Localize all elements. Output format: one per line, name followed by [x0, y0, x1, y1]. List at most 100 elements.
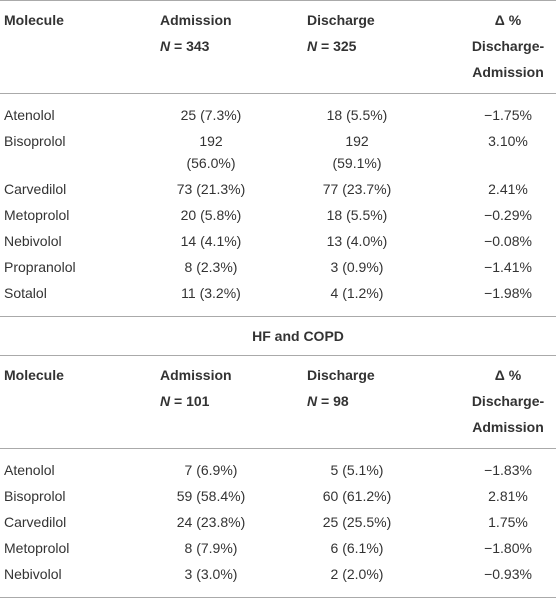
n-text: = 343	[174, 38, 210, 54]
table-cell: 1.75%	[488, 514, 528, 530]
n-symbol: N	[307, 38, 318, 54]
header-cell: Δ % Discharge- Admission	[440, 7, 556, 85]
table-cell: Bisoprolol	[4, 488, 66, 504]
table-body: Atenolol 7 (6.9%) 5 (5.1%) −1.83% Bisoprolol…	[0, 449, 556, 598]
table-cell: 18 (5.5%)	[326, 107, 388, 123]
table-cell: −0.93%	[484, 566, 532, 582]
table-cell: Nebivolol	[4, 566, 62, 582]
table-cell: 7 (6.9%)	[184, 462, 238, 478]
table-cell: 18 (5.5%)	[326, 207, 388, 223]
table-row: Nebivolol 3 (3.0%) 2 (2.0%) −0.93%	[0, 561, 556, 587]
table-cell: 3.10%	[488, 133, 528, 149]
header-row: Molecule Admission N = 343 Discharge N = 325…	[0, 0, 556, 94]
table-cell: 6 (6.1%)	[330, 540, 384, 556]
header-text: Δ %	[494, 12, 522, 28]
table-cell: 77 (23.7%)	[322, 181, 392, 197]
table-cell: 2.41%	[488, 181, 528, 197]
table-cell: 192 (59.1%)	[274, 130, 440, 174]
table-row: Metoprolol 20 (5.8%) 18 (5.5%) −0.29%	[0, 202, 556, 228]
table-cell: −0.29%	[484, 207, 532, 223]
table-body: Atenolol 25 (7.3%) 18 (5.5%) −1.75% Bisoprol…	[0, 94, 556, 317]
header-text: Molecule	[4, 12, 64, 28]
table-cell: 192 (56.0%)	[148, 130, 274, 174]
table-row: Carvedilol 73 (21.3%) 77 (23.7%) 2.41%	[0, 176, 556, 202]
table-cell: 60 (61.2%)	[322, 488, 392, 504]
table-cell: −1.80%	[484, 540, 532, 556]
header-cell: Δ % Discharge- Admission	[440, 362, 556, 440]
header-row: Molecule Admission N = 101 Discharge N = 98 Δ…	[0, 356, 556, 449]
section-title: HF and COPD	[0, 317, 556, 356]
table-cell: −1.98%	[484, 285, 532, 301]
table-cell: 8 (7.9%)	[184, 540, 238, 556]
header-text: Discharge	[307, 367, 375, 383]
table-cell: 3 (0.9%)	[330, 259, 384, 275]
cell-line: (56.0%)	[186, 155, 236, 171]
n-text: = 98	[321, 393, 349, 409]
header-text: Molecule	[4, 367, 64, 383]
header-text: Admission	[472, 64, 544, 80]
table-cell: 73 (21.3%)	[176, 181, 246, 197]
header-n: N = 98	[307, 388, 440, 414]
header-cell: Molecule	[0, 362, 148, 440]
header-text: Discharge-	[471, 393, 545, 409]
n-symbol: N	[160, 38, 171, 54]
table-cell: Metoprolol	[4, 540, 70, 556]
table-cell: 5 (5.1%)	[330, 462, 384, 478]
cell-line: 192	[199, 133, 223, 149]
n-text: = 101	[174, 393, 210, 409]
table-cell: Nebivolol	[4, 233, 62, 249]
table-row: Propranolol 8 (2.3%) 3 (0.9%) −1.41%	[0, 254, 556, 280]
table-cell: Metoprolol	[4, 207, 70, 223]
table-row: Carvedilol 24 (23.8%) 25 (25.5%) 1.75%	[0, 509, 556, 535]
table-cell: −1.75%	[484, 107, 532, 123]
table-cell: 14 (4.1%)	[180, 233, 242, 249]
header-n: N = 101	[160, 388, 274, 414]
table-row: Metoprolol 8 (7.9%) 6 (6.1%) −1.80%	[0, 535, 556, 561]
header-cell: Molecule	[0, 7, 148, 85]
table-cell: −0.08%	[484, 233, 532, 249]
header-text: Discharge-	[471, 38, 545, 54]
cell-line: 192	[345, 133, 369, 149]
table-row: Sotalol 11 (3.2%) 4 (1.2%) −1.98%	[0, 280, 556, 306]
table-cell: 59 (58.4%)	[176, 488, 246, 504]
table-cell: −1.41%	[484, 259, 532, 275]
header-text: Discharge	[307, 12, 375, 28]
table-cell: Carvedilol	[4, 514, 67, 530]
table-row: Atenolol 25 (7.3%) 18 (5.5%) −1.75%	[0, 102, 556, 128]
header-text: Admission	[160, 12, 232, 28]
n-symbol: N	[160, 393, 171, 409]
header-cell: Admission N = 101	[148, 362, 274, 440]
table-cell: Sotalol	[4, 285, 47, 301]
table-row: Bisoprolol 192 (56.0%) 192 (59.1%) 3.10%	[0, 128, 556, 176]
header-n: N = 343	[160, 33, 274, 59]
table-cell: 13 (4.0%)	[326, 233, 388, 249]
table-cell: 3 (3.0%)	[184, 566, 238, 582]
table-cell: 25 (7.3%)	[180, 107, 242, 123]
table-cell: Atenolol	[4, 107, 55, 123]
cell-line: (59.1%)	[332, 155, 382, 171]
table-cell: 2.81%	[488, 488, 528, 504]
table-row: Atenolol 7 (6.9%) 5 (5.1%) −1.83%	[0, 457, 556, 483]
table-cell: Propranolol	[4, 259, 76, 275]
table-cell: 24 (23.8%)	[176, 514, 246, 530]
n-symbol: N	[307, 393, 318, 409]
table-cell: Carvedilol	[4, 181, 67, 197]
n-text: = 325	[321, 38, 357, 54]
table-row: Bisoprolol 59 (58.4%) 60 (61.2%) 2.81%	[0, 483, 556, 509]
header-text: Admission	[160, 367, 232, 383]
header-cell: Admission N = 343	[148, 7, 274, 85]
header-cell: Discharge N = 98	[274, 362, 440, 440]
header-text: Admission	[472, 419, 544, 435]
table-cell: Atenolol	[4, 462, 55, 478]
table-cell: 2 (2.0%)	[330, 566, 384, 582]
table-cell: 8 (2.3%)	[184, 259, 238, 275]
table-cell: −1.83%	[484, 462, 532, 478]
table-cell: Bisoprolol	[4, 133, 66, 149]
table-row: Nebivolol 14 (4.1%) 13 (4.0%) −0.08%	[0, 228, 556, 254]
header-n: N = 325	[307, 33, 440, 59]
table-cell: 20 (5.8%)	[180, 207, 242, 223]
table-cell: 11 (3.2%)	[181, 285, 241, 301]
header-cell: Discharge N = 325	[274, 7, 440, 85]
